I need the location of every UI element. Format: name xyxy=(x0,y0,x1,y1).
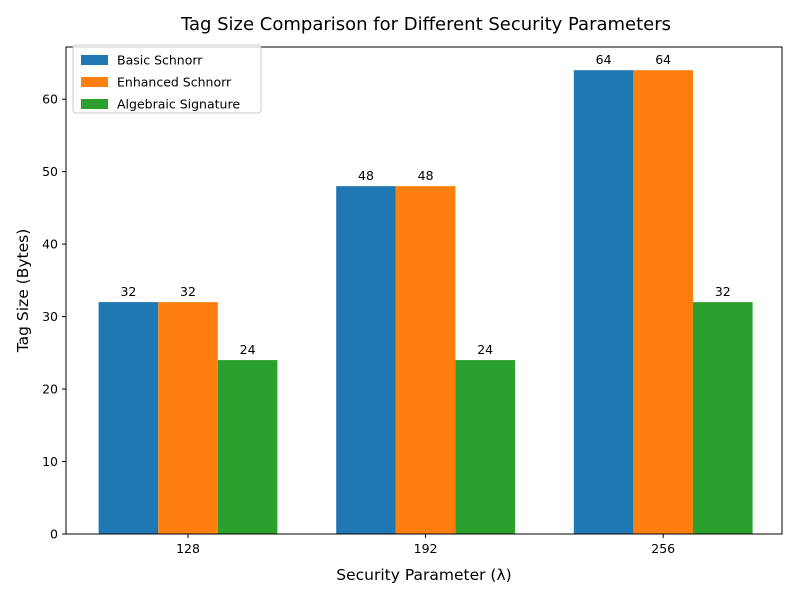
x-axis-label: Security Parameter (λ) xyxy=(336,566,511,584)
legend: Basic Schnorr Enhanced Schnorr Algebraic S… xyxy=(72,44,262,114)
x-tick-label: 256 xyxy=(651,541,675,556)
y-axis: 0 10 20 30 40 50 60 xyxy=(42,92,66,542)
bar-basic-schnorr-192 xyxy=(336,186,396,534)
legend-entry: Basic Schnorr xyxy=(117,53,203,68)
data-label: 32 xyxy=(180,284,196,299)
y-tick-label: 40 xyxy=(42,237,58,252)
legend-entry: Algebraic Signature xyxy=(117,97,240,112)
data-label: 24 xyxy=(477,342,493,357)
data-label: 64 xyxy=(655,52,671,67)
x-tick-label: 128 xyxy=(176,541,200,556)
data-label: 32 xyxy=(120,284,136,299)
y-axis-label: Tag Size (Bytes) xyxy=(14,229,32,354)
y-tick-label: 0 xyxy=(50,527,58,542)
bar-basic-schnorr-256 xyxy=(573,70,634,534)
bar-algebraic-signature-128 xyxy=(217,360,278,534)
data-label: 48 xyxy=(358,168,374,183)
data-label: 32 xyxy=(715,284,731,299)
y-tick-label: 30 xyxy=(42,309,58,324)
legend-swatch xyxy=(81,77,108,87)
plot-frame xyxy=(65,46,783,535)
data-label: 24 xyxy=(240,342,256,357)
bar-enhanced-schnorr-256 xyxy=(633,70,693,534)
x-tick-label: 192 xyxy=(414,541,438,556)
bar-algebraic-signature-192 xyxy=(455,360,515,534)
data-labels-group: 32 48 64 32 48 64 24 24 32 xyxy=(120,52,730,357)
y-tick-label: 20 xyxy=(42,382,58,397)
x-axis: 128 192 256 xyxy=(176,534,675,556)
bars-group xyxy=(98,70,753,534)
legend-box xyxy=(72,44,262,114)
chart-title: Tag Size Comparison for Different Securi… xyxy=(180,14,671,35)
y-tick-label: 60 xyxy=(42,92,58,107)
data-label: 64 xyxy=(596,52,612,67)
legend-entry: Enhanced Schnorr xyxy=(117,75,232,90)
y-tick-label: 50 xyxy=(42,164,58,179)
legend-swatch xyxy=(81,55,108,65)
bar-basic-schnorr-128 xyxy=(98,302,159,534)
data-label: 48 xyxy=(418,168,434,183)
bar-enhanced-schnorr-192 xyxy=(395,186,456,534)
y-tick-label: 10 xyxy=(42,454,58,469)
bar-algebraic-signature-256 xyxy=(693,302,753,534)
legend-swatch xyxy=(81,99,108,109)
bar-enhanced-schnorr-128 xyxy=(158,302,218,534)
